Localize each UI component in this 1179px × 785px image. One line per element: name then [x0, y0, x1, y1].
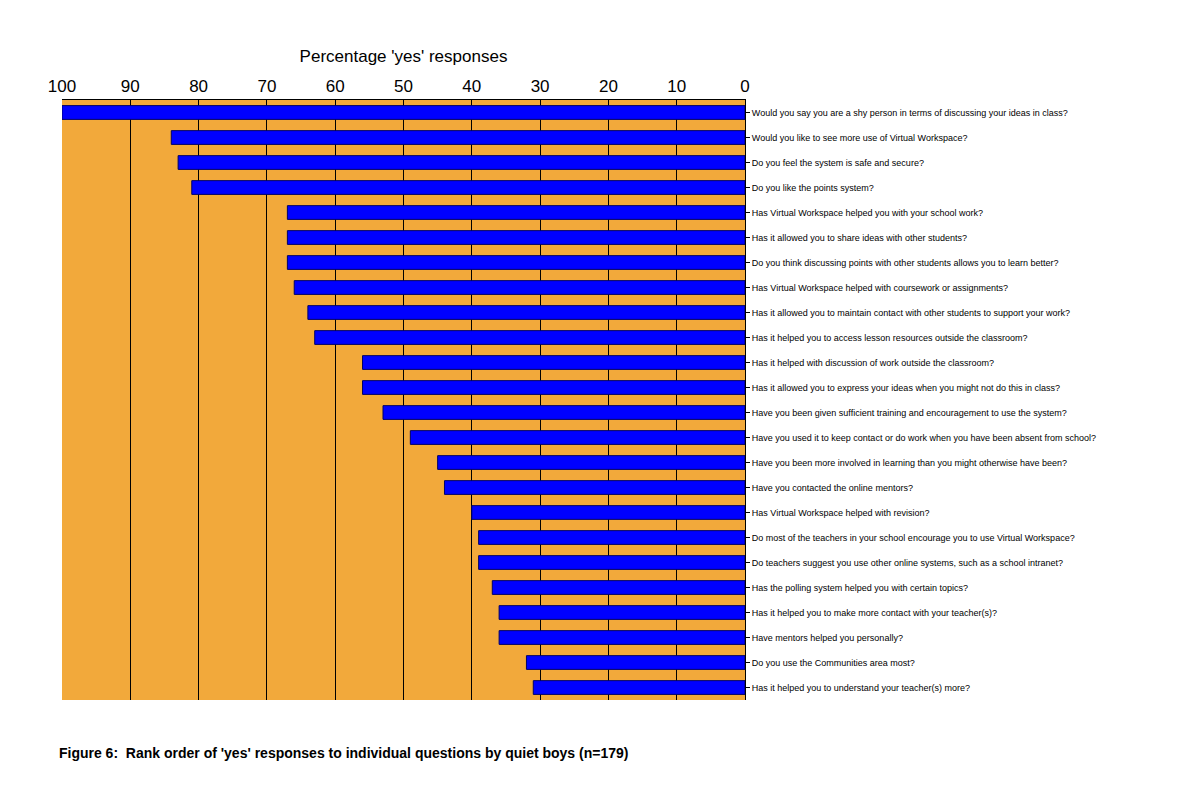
svg-text:Has it helped you to make more: Has it helped you to make more contact w…	[752, 608, 997, 618]
svg-text:Has it allowed you to maintain: Has it allowed you to maintain contact w…	[752, 308, 1070, 318]
svg-text:Has Virtual Workspace helped y: Has Virtual Workspace helped you with yo…	[752, 208, 983, 218]
svg-text:Has it helped with discussion: Has it helped with discussion of work ou…	[752, 358, 994, 368]
svg-text:50: 50	[394, 77, 413, 96]
svg-text:Have you contacted the online: Have you contacted the online mentors?	[752, 483, 913, 493]
svg-text:Percentage 'yes' responses: Percentage 'yes' responses	[300, 47, 508, 66]
svg-text:Would you say you are a shy pe: Would you say you are a shy person in te…	[752, 108, 1068, 118]
svg-text:60: 60	[326, 77, 345, 96]
svg-text:Have mentors helped you person: Have mentors helped you personally?	[752, 633, 903, 643]
svg-text:20: 20	[599, 77, 618, 96]
svg-text:Do most of the teachers in you: Do most of the teachers in your school e…	[752, 533, 1075, 543]
svg-text:0: 0	[740, 77, 749, 96]
svg-text:Has Virtual Workspace helped w: Has Virtual Workspace helped with course…	[752, 283, 1008, 293]
svg-text:10: 10	[667, 77, 686, 96]
svg-text:Has it allowed you to share id: Has it allowed you to share ideas with o…	[752, 233, 967, 243]
svg-text:Has the polling system helped: Has the polling system helped you with c…	[752, 583, 968, 593]
svg-text:Do you use the Communities are: Do you use the Communities area most?	[752, 658, 915, 668]
svg-text:Do teachers suggest you use ot: Do teachers suggest you use other online…	[752, 558, 1063, 568]
svg-text:40: 40	[462, 77, 481, 96]
svg-text:Figure 6: Rank order of 'yes': Figure 6: Rank order of 'yes' responses …	[59, 745, 629, 761]
svg-text:Have you used it to keep conta: Have you used it to keep contact or do w…	[752, 433, 1096, 443]
svg-text:Has it allowed you to express: Has it allowed you to express your ideas…	[752, 383, 1060, 393]
svg-text:Have you been given sufficient: Have you been given sufficient training …	[752, 408, 1067, 418]
svg-text:Has it helped you to access le: Has it helped you to access lesson resou…	[752, 333, 1028, 343]
svg-text:Has Virtual Workspace helped w: Has Virtual Workspace helped with revisi…	[752, 508, 930, 518]
svg-text:Have you been more involved in: Have you been more involved in learning …	[752, 458, 1067, 468]
svg-text:Do you feel the system is safe: Do you feel the system is safe and secur…	[752, 158, 924, 168]
svg-text:30: 30	[531, 77, 550, 96]
svg-text:Do you think discussing points: Do you think discussing points with othe…	[752, 258, 1059, 268]
svg-text:Would you like to see more use: Would you like to see more use of Virtua…	[752, 133, 968, 143]
svg-text:80: 80	[189, 77, 208, 96]
svg-text:90: 90	[121, 77, 140, 96]
svg-text:100: 100	[48, 77, 76, 96]
svg-text:Do you like the points system?: Do you like the points system?	[752, 183, 874, 193]
svg-text:Has it helped you to understan: Has it helped you to understand your tea…	[752, 683, 970, 693]
svg-text:70: 70	[257, 77, 276, 96]
